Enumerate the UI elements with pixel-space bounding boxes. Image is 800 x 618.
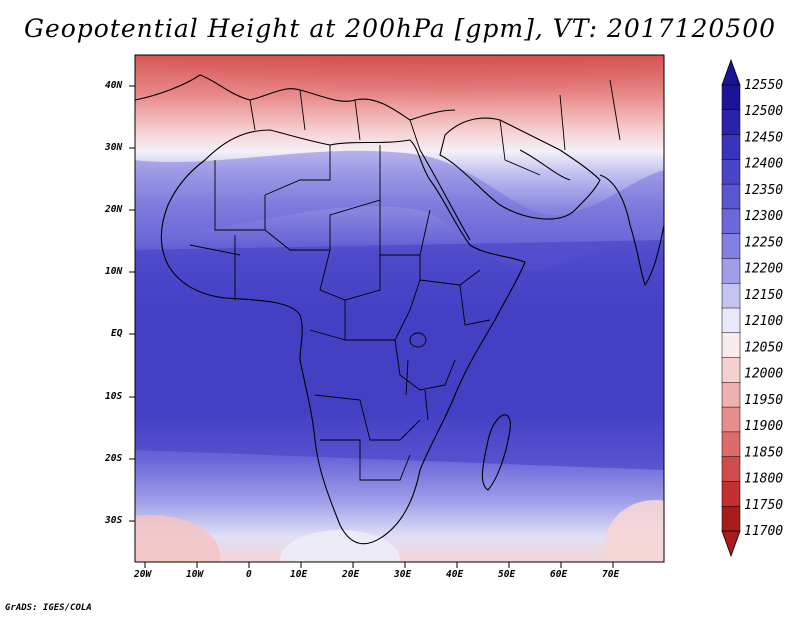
- colorbar-swatch: [721, 134, 741, 161]
- colorbar-swatch: [721, 258, 741, 284]
- lakes: [405, 332, 429, 421]
- colorbar-label: 12100: [744, 314, 783, 329]
- colorbar-swatch: [721, 159, 741, 185]
- colorbar-label: 12250: [744, 235, 783, 250]
- lat-label: 30S: [105, 515, 123, 526]
- lat-label: EQ: [111, 328, 123, 339]
- colorbar-swatch: [721, 233, 741, 260]
- colorbar-label: 11850: [744, 445, 783, 460]
- lon-label: 70E: [602, 569, 620, 580]
- coastlines: [135, 74, 664, 545]
- lat-label: 10N: [105, 266, 123, 277]
- colorbar-label: 12200: [744, 262, 783, 277]
- colorbar-label: 12150: [744, 288, 783, 303]
- colorbar-label: 12450: [744, 130, 783, 145]
- colorbar-swatch: [721, 382, 741, 408]
- lat-label: 10S: [105, 391, 123, 402]
- country-borders: [189, 79, 621, 481]
- colorbar-swatch: [721, 84, 741, 111]
- grads-credit: GrADS: IGES/COLA: [5, 603, 92, 613]
- colorbar-label: 12350: [744, 183, 783, 198]
- colorbar-swatch: [721, 481, 741, 507]
- colorbar-swatch: [721, 332, 741, 359]
- colorbar-swatch: [721, 183, 741, 210]
- colorbar-swatch: [721, 431, 741, 458]
- colorbar-swatch: [721, 357, 741, 384]
- colorbar-swatch: [721, 456, 741, 483]
- lat-label: 20S: [105, 453, 123, 464]
- axis-ticks: [129, 85, 614, 568]
- map-frame: [134, 54, 665, 563]
- lon-label: 40E: [446, 569, 464, 580]
- map-title: Geopotential Height at 200hPa [gpm], VT:…: [23, 14, 777, 43]
- colorbar-label: 12500: [744, 104, 783, 119]
- colorbar-label: 12300: [744, 209, 783, 224]
- lat-label: 40N: [105, 80, 123, 91]
- lat-label: 30N: [105, 142, 123, 153]
- colorbar-label: 11950: [744, 393, 783, 408]
- colorbar-label: 11900: [744, 419, 783, 434]
- lat-label: 20N: [105, 204, 123, 215]
- lon-label: 30E: [394, 569, 412, 580]
- colorbar-label: 12050: [744, 340, 783, 355]
- lon-label: 10W: [186, 569, 204, 580]
- colorbar-swatch: [721, 109, 741, 136]
- colorbar-swatch: [721, 208, 741, 235]
- lon-label: 60E: [550, 569, 568, 580]
- lon-label: 20E: [342, 569, 360, 580]
- colorbar-swatch: [721, 505, 741, 532]
- colorbar-swatch: [721, 406, 741, 433]
- colorbar-label: 11700: [744, 524, 783, 539]
- colorbar-swatch: [721, 307, 741, 334]
- lon-label: 0: [246, 569, 252, 580]
- colorbar-label: 11750: [744, 498, 783, 513]
- colorbar-label: 12400: [744, 157, 783, 172]
- lon-label: 20W: [134, 569, 152, 580]
- colorbar-arrow-bottom: [721, 530, 741, 558]
- colorbar-label: 12550: [744, 78, 783, 93]
- colorbar-arrow-top: [721, 58, 741, 86]
- lon-label: 50E: [498, 569, 516, 580]
- colorbar-label: 11800: [744, 472, 783, 487]
- colorbar-swatch: [721, 282, 741, 309]
- map-figure: 12550 12500 12450 12400 12350 12300 12250 12200…: [129, 54, 783, 568]
- colorbar-label: 12000: [744, 367, 783, 382]
- height-field: [135, 55, 664, 562]
- colorbar: 12550 12500 12450 12400 12350 12300 12250 12200…: [721, 58, 783, 558]
- lon-label: 10E: [290, 569, 308, 580]
